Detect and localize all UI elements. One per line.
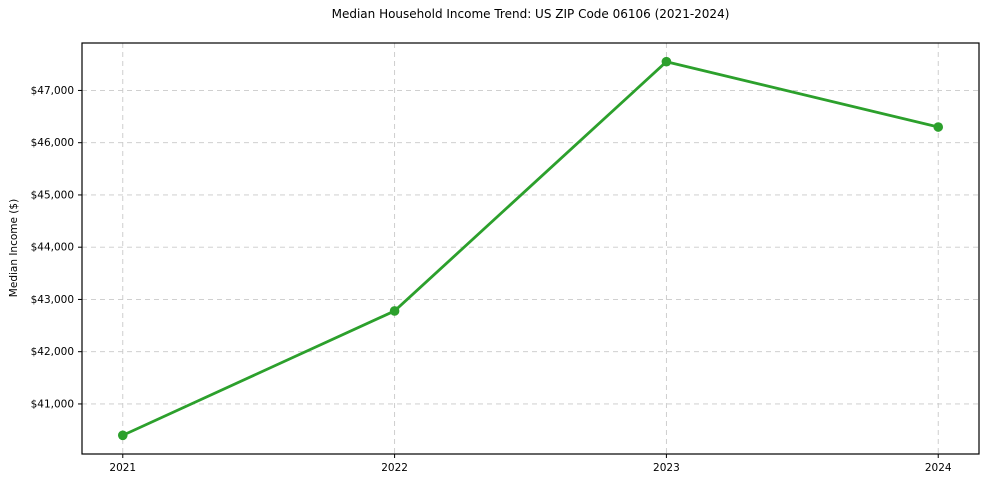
tick-marks xyxy=(78,89,939,458)
y-tick-label: $44,000 xyxy=(31,242,74,254)
data-point xyxy=(661,56,672,67)
x-tick-label: 2023 xyxy=(653,462,680,474)
tick-labels: $41,000 $42,000 $43,000 $44,000 $45,000 $46,0… xyxy=(31,85,952,474)
y-tick-label: $42,000 xyxy=(31,346,74,358)
chart-title: Median Household Income Trend: US ZIP Co… xyxy=(331,7,730,21)
data-point xyxy=(117,430,128,441)
y-tick-label: $41,000 xyxy=(31,398,74,410)
x-tick-label: 2022 xyxy=(381,462,408,474)
data-point xyxy=(389,306,400,316)
x-tick-label: 2021 xyxy=(109,462,136,474)
series-line xyxy=(121,60,940,437)
y-tick-label: $45,000 xyxy=(31,189,74,201)
data-point xyxy=(933,122,944,132)
y-tick-label: $47,000 xyxy=(31,85,74,97)
y-tick-label: $46,000 xyxy=(31,137,74,149)
plot-border xyxy=(81,42,980,455)
y-tick-label: $43,000 xyxy=(31,294,74,306)
gridlines xyxy=(82,43,979,454)
x-tick-label: 2024 xyxy=(925,462,952,474)
